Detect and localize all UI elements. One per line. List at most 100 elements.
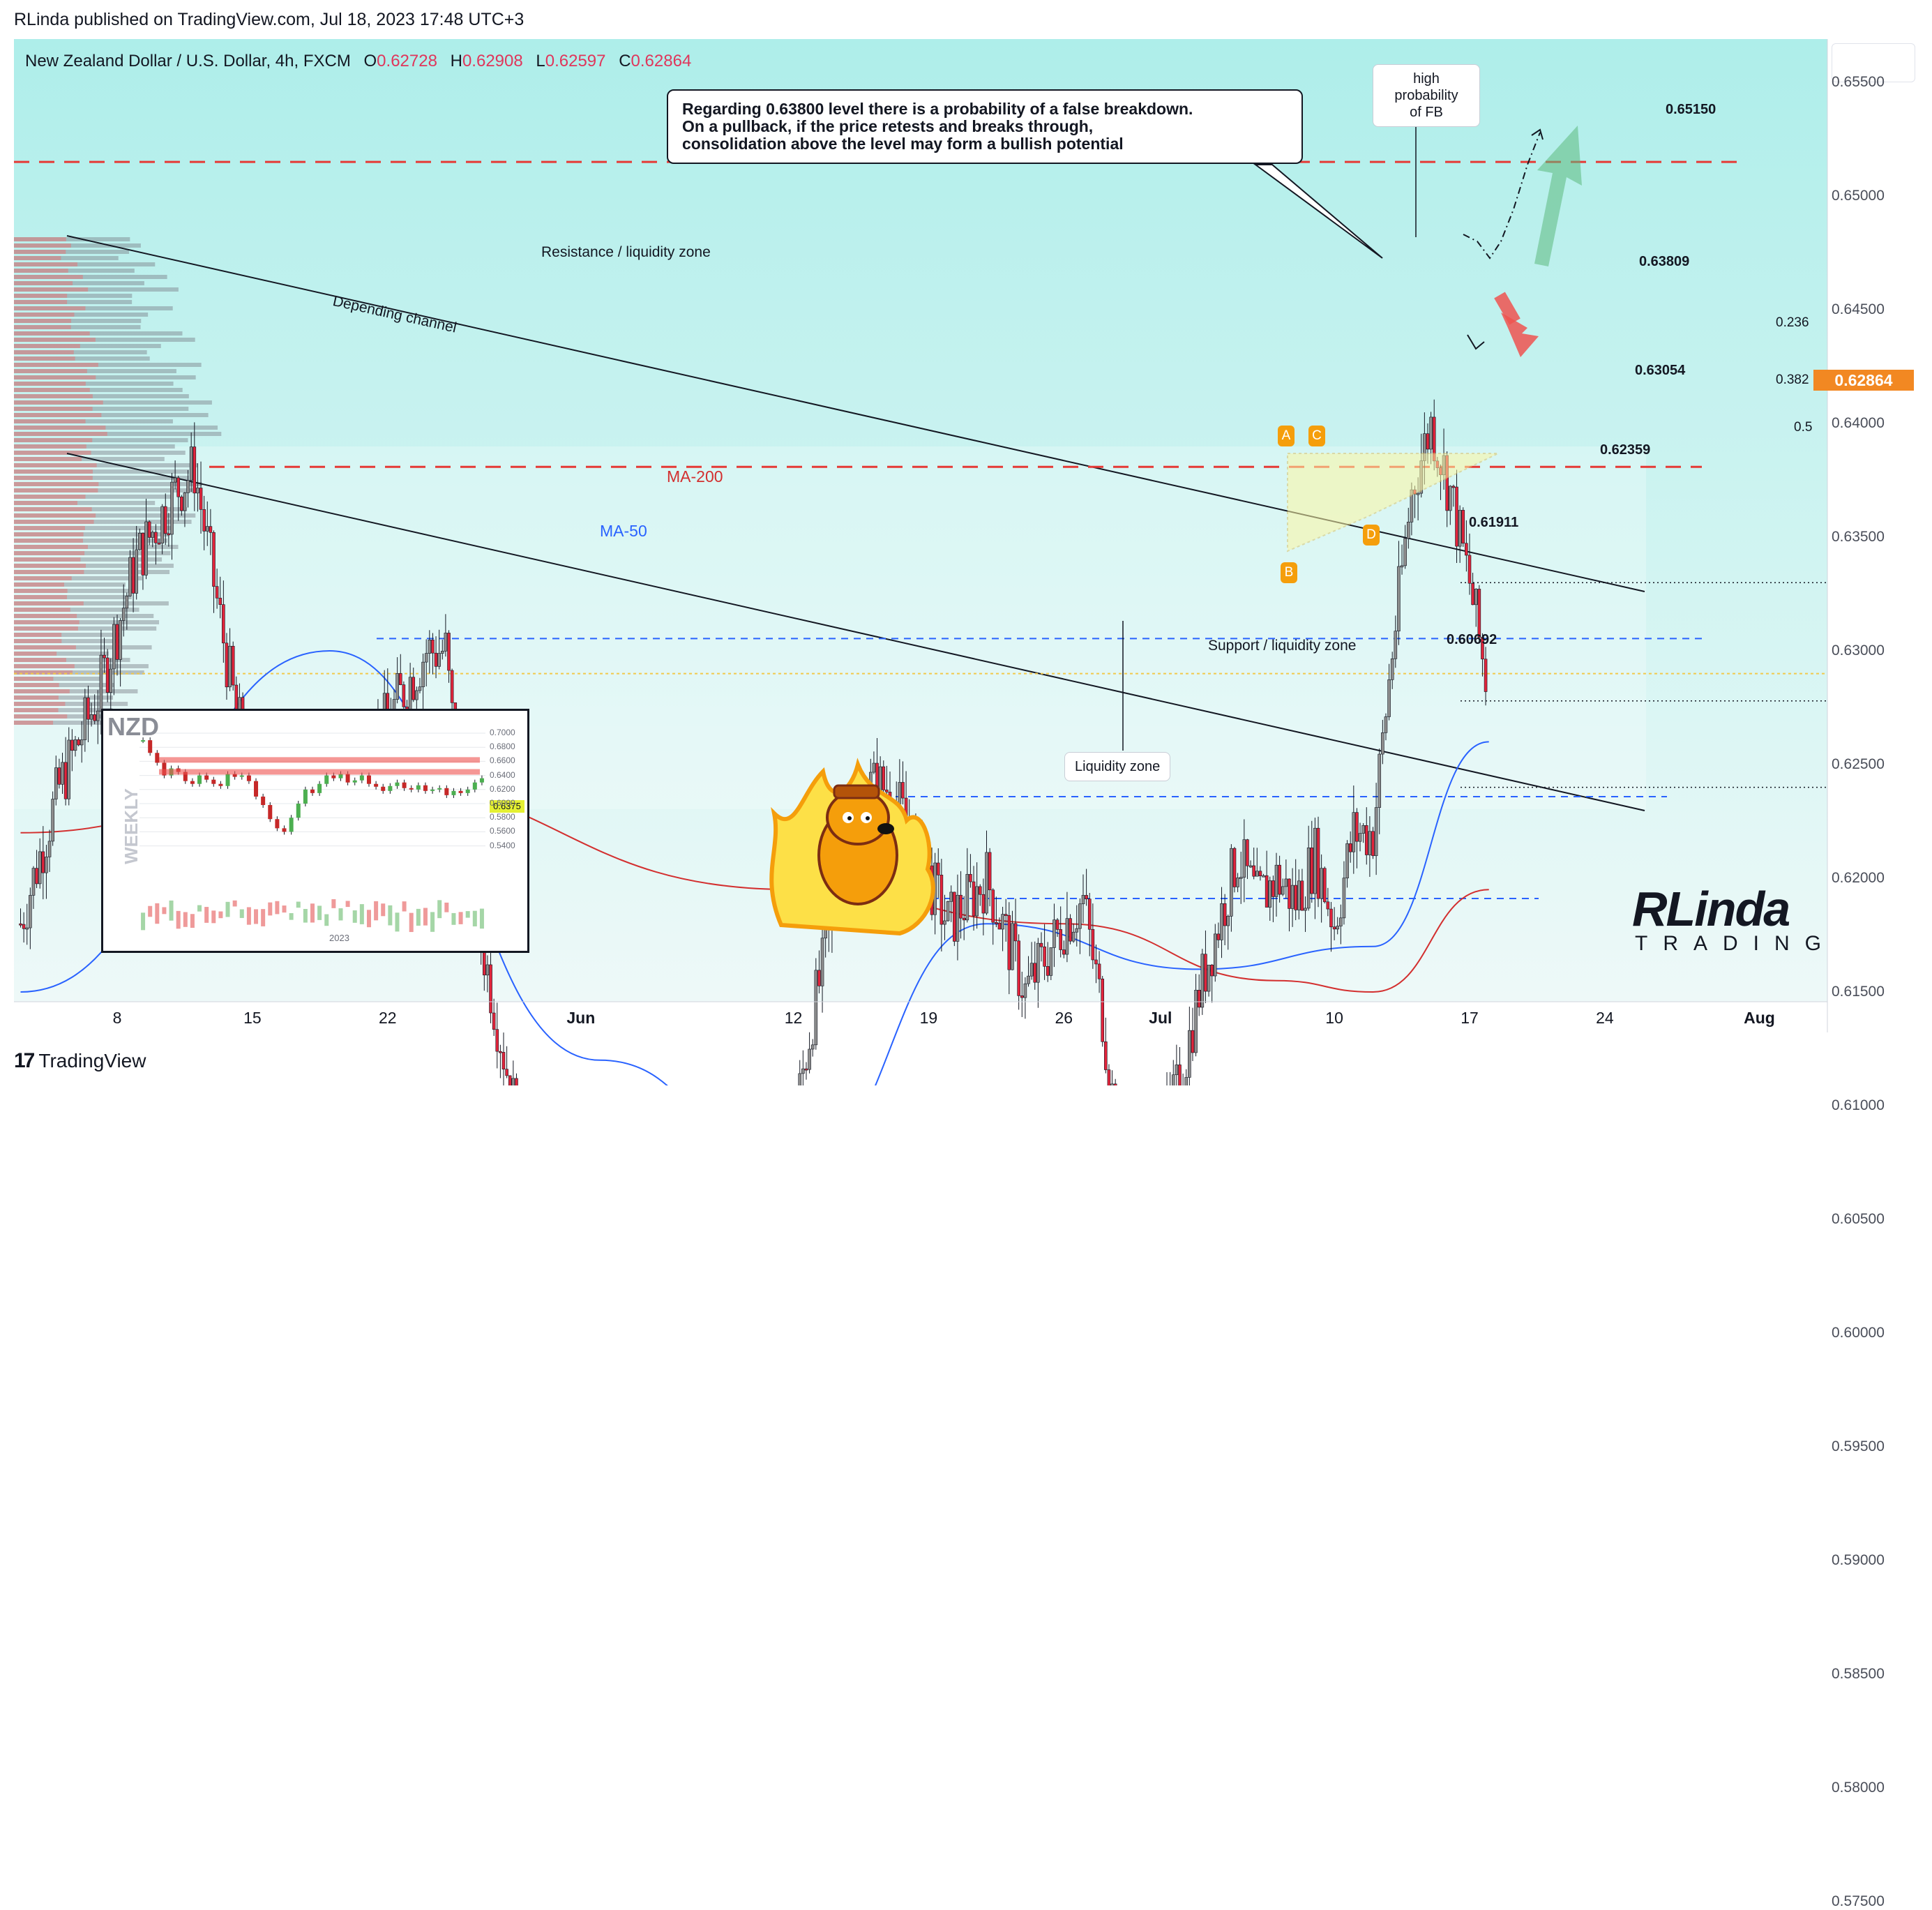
inset-volume: [423, 908, 428, 926]
inset-candle: [141, 740, 146, 742]
inset-volume: [246, 907, 251, 925]
volume-bar: [14, 645, 152, 649]
volume-bar-sell: [14, 325, 71, 329]
candle-body: [35, 868, 38, 885]
y-tick-label: 0.59500: [1832, 1438, 1885, 1454]
candle-body: [997, 922, 1002, 930]
candle-body: [1091, 928, 1095, 961]
candle-body: [1364, 825, 1368, 855]
volume-bar-sell: [14, 350, 74, 354]
volume-bar: [14, 426, 218, 430]
inset-candle: [472, 782, 477, 790]
candle-body: [215, 586, 219, 599]
candle-body: [67, 739, 71, 799]
volume-bar-sell: [14, 438, 93, 442]
fib-0382: 0.382: [1776, 373, 1809, 387]
candle-body: [1265, 875, 1269, 908]
candle-body: [1326, 901, 1330, 910]
volume-bar-sell: [14, 369, 87, 373]
volume-bar: [14, 382, 174, 386]
candle-body: [1381, 732, 1384, 755]
callout-line-2: On a pullback, if the price retests and …: [682, 117, 1094, 135]
candle-body: [1013, 923, 1018, 942]
candle-body: [1416, 492, 1420, 495]
inset-volume: [430, 912, 435, 932]
x-tick-label: Jul: [1149, 1009, 1172, 1027]
inset-candle: [423, 785, 428, 791]
volume-bar-sell: [14, 645, 76, 649]
inset-volume: [458, 912, 463, 924]
candle-body: [22, 924, 26, 929]
volume-bar: [14, 325, 141, 329]
candle-body: [1268, 880, 1272, 908]
volume-bar-sell: [14, 457, 82, 461]
candle-body: [1284, 878, 1288, 887]
y-tick-label: 0.58000: [1832, 1780, 1885, 1796]
candle-body: [238, 697, 241, 710]
volume-bar-sell: [14, 513, 96, 518]
volume-bar: [14, 526, 172, 530]
candle-body: [1271, 880, 1275, 897]
candle-body: [205, 526, 209, 532]
symbol-title: New Zealand Dollar / U.S. Dollar, 4h, FX…: [25, 52, 351, 70]
volume-bar-sell: [14, 570, 84, 574]
candle-body: [1059, 929, 1062, 950]
inset-candle: [402, 782, 407, 788]
candle-body: [1374, 807, 1378, 857]
candle-body: [1046, 966, 1050, 976]
inset-candle: [275, 819, 280, 829]
candle-body: [953, 892, 956, 942]
candle-body: [985, 852, 988, 914]
tradingview-footer[interactable]: 17 TradingView: [14, 1049, 146, 1073]
candle-body: [1020, 995, 1024, 998]
candle-body: [1204, 954, 1207, 992]
level-61911: 0.61911: [1469, 515, 1519, 530]
inset-candle: [183, 772, 188, 781]
volume-bar-sell: [14, 495, 86, 499]
candle-body: [1481, 637, 1484, 660]
y-tick-label: 0.65000: [1832, 188, 1885, 204]
candle-body: [234, 684, 239, 710]
volume-bar-sell: [14, 564, 86, 568]
candle-body: [1242, 839, 1246, 878]
inset-volume: [451, 912, 456, 925]
candle-body: [939, 875, 944, 925]
candle-body: [1390, 659, 1394, 680]
candle-body: [1358, 833, 1362, 842]
volume-bar: [14, 677, 102, 681]
candle-body: [495, 1029, 499, 1052]
inset-volume: [395, 912, 400, 932]
high-probability-tag: high probability of FB: [1373, 64, 1480, 127]
volume-bar: [14, 463, 198, 467]
level-63054: 0.63054: [1635, 363, 1686, 378]
inset-volume: [197, 905, 202, 912]
volume-bar: [14, 287, 179, 292]
volume-bar-sell: [14, 313, 75, 317]
candle-body: [80, 739, 84, 746]
inset-candle: [345, 774, 350, 783]
volume-bar-sell: [14, 721, 54, 725]
y-tick-label: 0.57500: [1832, 1893, 1885, 1909]
inset-candle: [296, 804, 301, 818]
candle-body: [1449, 486, 1452, 511]
candle-body: [1078, 903, 1082, 929]
candle-body: [814, 970, 818, 1046]
volume-bar-sell: [14, 419, 86, 423]
candle-body: [505, 1069, 508, 1076]
x-tick-label: 12: [784, 1009, 803, 1027]
y-tick-label: 0.64500: [1832, 301, 1885, 317]
annotations-drawings: [1122, 112, 1582, 751]
dog-fire-icon: [769, 758, 935, 936]
candle-body: [804, 1068, 808, 1071]
volume-bar-sell: [14, 708, 59, 712]
candle-body: [61, 762, 64, 785]
candle-body: [981, 894, 986, 914]
candle-body: [1004, 914, 1008, 916]
top-right-panel[interactable]: [1832, 43, 1915, 82]
pattern-point-d: D: [1363, 525, 1380, 546]
candle-body: [147, 521, 151, 538]
pattern-point-b: B: [1281, 562, 1297, 583]
candle-body: [817, 970, 821, 986]
volume-bar: [14, 626, 157, 631]
pattern-point-c: C: [1308, 426, 1325, 446]
